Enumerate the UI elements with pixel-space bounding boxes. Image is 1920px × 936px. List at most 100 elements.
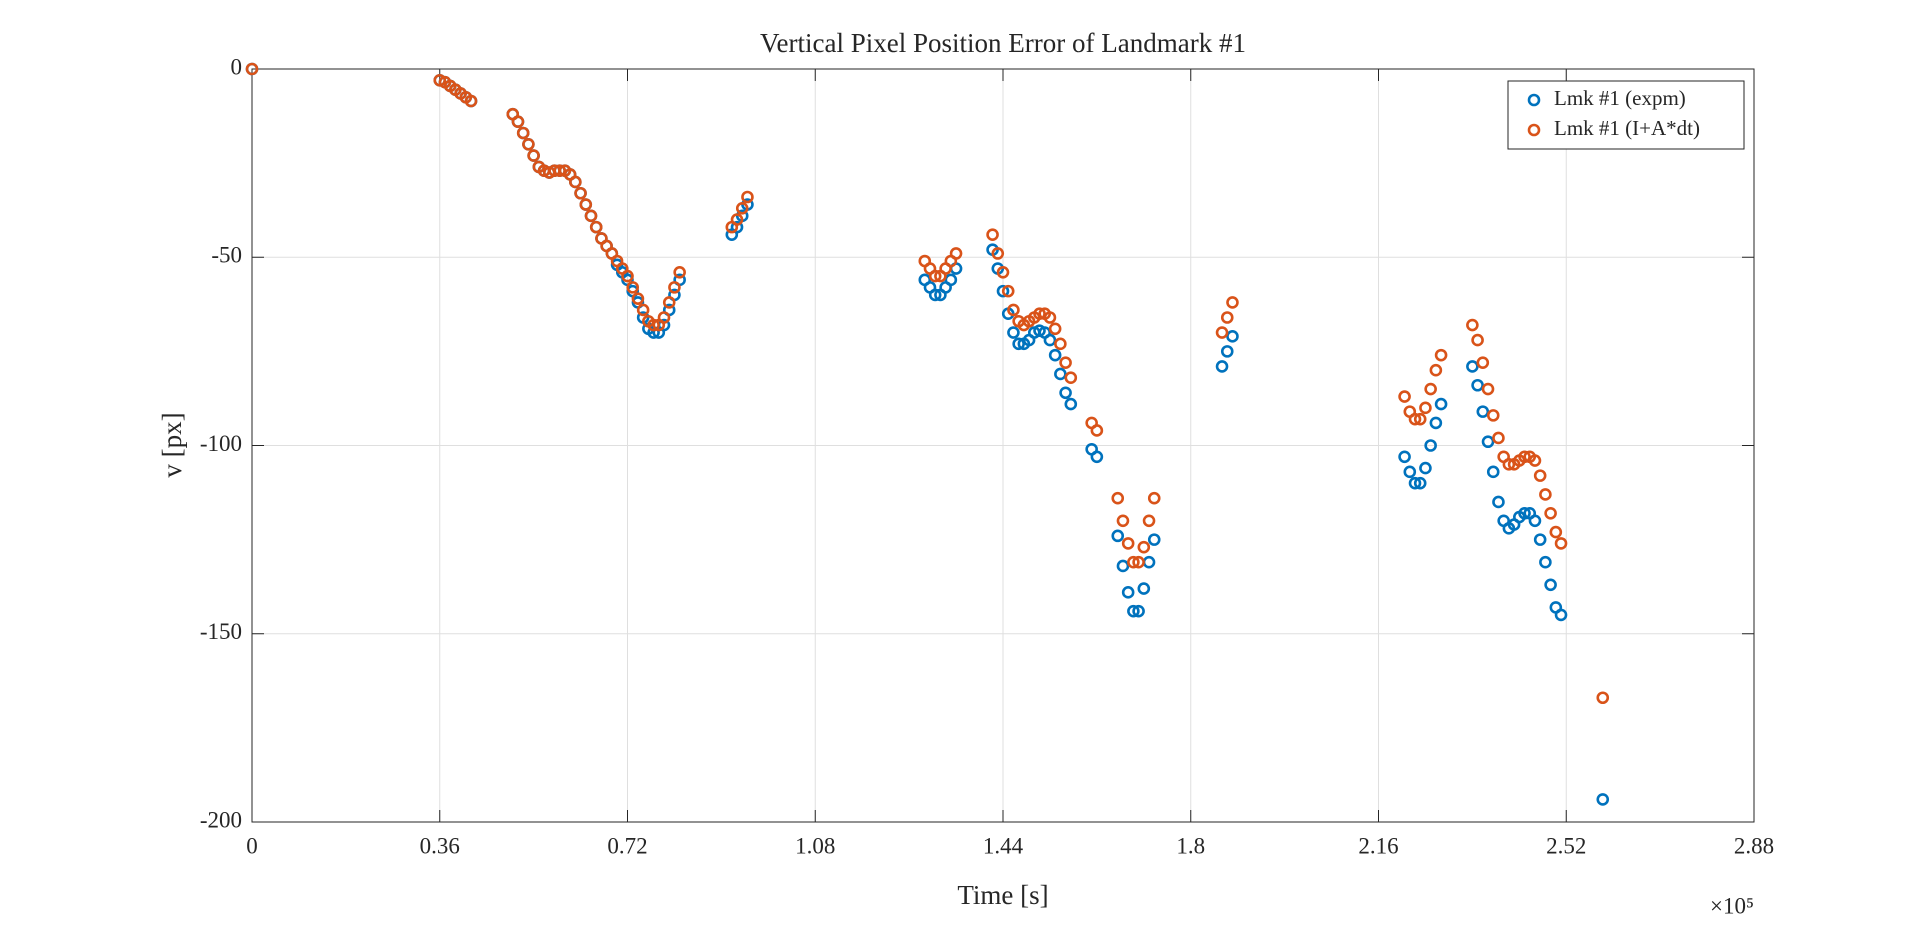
marker bbox=[1466, 318, 1479, 332]
marker bbox=[1226, 296, 1239, 309]
marker bbox=[1398, 450, 1411, 464]
legend-label: Lmk #1 (expm) bbox=[1554, 86, 1686, 110]
y-tick-label: -150 bbox=[200, 619, 242, 644]
marker bbox=[631, 292, 645, 305]
marker bbox=[657, 311, 671, 324]
marker bbox=[991, 247, 1005, 260]
marker bbox=[1398, 390, 1411, 403]
x-tick-label: 2.16 bbox=[1358, 833, 1398, 858]
marker bbox=[511, 115, 525, 129]
y-tick-label: -50 bbox=[211, 243, 242, 268]
marker bbox=[662, 296, 676, 309]
marker bbox=[1147, 491, 1161, 505]
marker bbox=[1533, 533, 1547, 546]
marker bbox=[1492, 495, 1505, 509]
marker bbox=[1528, 514, 1542, 528]
marker bbox=[1476, 405, 1490, 418]
marker bbox=[626, 281, 640, 294]
marker bbox=[1413, 412, 1427, 426]
marker bbox=[1054, 367, 1067, 381]
marker bbox=[1137, 582, 1151, 595]
marker bbox=[944, 273, 958, 287]
marker bbox=[1090, 450, 1104, 464]
x-tick-label: 0 bbox=[246, 833, 258, 858]
marker bbox=[1007, 326, 1020, 339]
marker bbox=[527, 149, 540, 162]
marker bbox=[1544, 506, 1557, 520]
marker bbox=[1403, 465, 1417, 479]
x-tick-label: 2.52 bbox=[1546, 833, 1586, 858]
marker bbox=[1001, 284, 1015, 298]
marker bbox=[1596, 793, 1610, 806]
marker bbox=[1054, 337, 1067, 351]
marker bbox=[1424, 439, 1437, 452]
marker bbox=[1043, 333, 1057, 347]
x-tick-label: 0.72 bbox=[607, 833, 647, 858]
marker bbox=[1528, 454, 1542, 467]
x-tick-label: 2.88 bbox=[1734, 833, 1774, 858]
marker bbox=[1481, 382, 1495, 396]
marker bbox=[1492, 431, 1505, 445]
marker bbox=[949, 247, 963, 260]
marker bbox=[1132, 604, 1145, 618]
marker bbox=[1408, 412, 1422, 426]
marker bbox=[1012, 337, 1025, 351]
marker bbox=[1226, 330, 1239, 343]
marker bbox=[1111, 491, 1125, 505]
axes-box bbox=[251, 68, 1755, 823]
marker bbox=[1486, 409, 1500, 422]
y-axis-label: v [px] bbox=[157, 412, 187, 477]
x-tick-label: 1.44 bbox=[983, 833, 1024, 858]
legend-marker bbox=[1527, 123, 1541, 137]
y-tick-label: 0 bbox=[231, 54, 243, 79]
marker bbox=[1471, 378, 1484, 392]
marker bbox=[1059, 386, 1072, 400]
marker bbox=[1064, 371, 1078, 385]
x-tick-label: 1.08 bbox=[795, 833, 835, 858]
marker bbox=[1502, 458, 1516, 471]
marker bbox=[986, 228, 999, 241]
marker bbox=[1434, 397, 1448, 411]
marker bbox=[1419, 401, 1432, 415]
marker bbox=[1111, 529, 1125, 543]
marker bbox=[735, 202, 749, 215]
marker bbox=[1533, 469, 1547, 482]
marker bbox=[589, 220, 603, 234]
marker bbox=[245, 62, 259, 76]
legend-box bbox=[1507, 80, 1745, 150]
marker bbox=[1064, 397, 1078, 411]
marker bbox=[569, 175, 582, 189]
marker bbox=[996, 284, 1010, 298]
marker bbox=[464, 94, 478, 108]
x-axis-label: Time [s] bbox=[957, 880, 1048, 910]
marker bbox=[1554, 537, 1568, 550]
marker bbox=[1215, 360, 1229, 373]
marker bbox=[553, 164, 567, 177]
marker bbox=[1554, 608, 1568, 622]
marker bbox=[1596, 691, 1610, 705]
marker bbox=[1429, 416, 1443, 430]
marker bbox=[1518, 506, 1531, 520]
marker bbox=[1043, 311, 1057, 324]
marker bbox=[636, 303, 650, 317]
marker bbox=[1539, 555, 1552, 569]
marker bbox=[1408, 476, 1422, 490]
y-tick-label: -100 bbox=[200, 431, 242, 456]
marker bbox=[1137, 540, 1151, 554]
marker bbox=[647, 318, 660, 332]
legend-label: Lmk #1 (I+A*dt) bbox=[1554, 116, 1700, 140]
marker bbox=[1518, 450, 1531, 464]
legend-marker bbox=[1527, 93, 1541, 107]
marker bbox=[668, 281, 681, 294]
marker bbox=[996, 266, 1010, 279]
x-tick-label: 0.36 bbox=[420, 833, 460, 858]
y-tick-label: -200 bbox=[200, 807, 242, 832]
marker bbox=[1544, 578, 1557, 592]
marker bbox=[673, 266, 686, 279]
marker bbox=[516, 126, 530, 140]
marker bbox=[1147, 533, 1161, 546]
marker bbox=[1549, 525, 1563, 539]
marker bbox=[1539, 488, 1552, 501]
marker bbox=[1059, 356, 1072, 369]
